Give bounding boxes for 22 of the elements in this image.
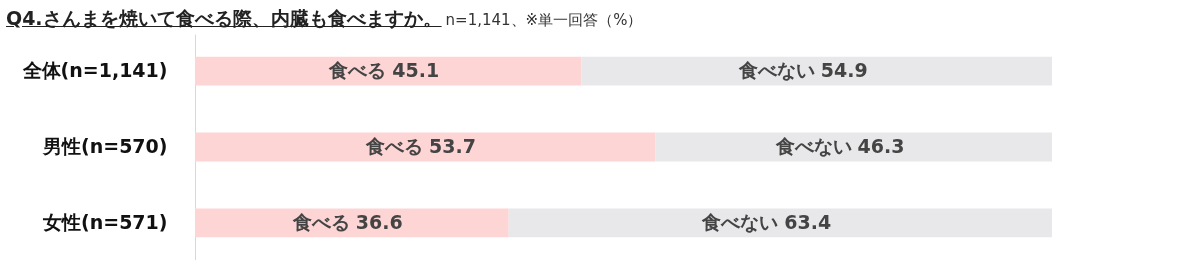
bar <box>581 56 1052 86</box>
text: 食べる <box>292 210 350 233</box>
data-label: 36.6 <box>355 210 403 233</box>
chart-title: Q4.さんまを焼いて食べる際、内臓も食べますか。 <box>6 7 442 29</box>
data-label: 53.7 <box>429 135 476 157</box>
y-tick-label: 女性(n=571) <box>42 210 168 233</box>
bar <box>195 208 509 238</box>
bar <box>195 56 582 86</box>
data-label: 45.1 <box>392 59 440 82</box>
y-tick-label: 男性(n=570) <box>42 135 168 157</box>
data-label: 46.3 <box>857 135 905 157</box>
bar <box>508 208 1052 238</box>
text: 食べない <box>702 210 779 233</box>
chart-subtitle: n=1,141、※単一回答（%） <box>445 11 643 29</box>
text: 食べる <box>366 135 424 157</box>
series-label: 食べる <box>328 59 387 82</box>
bar <box>195 132 656 162</box>
data-label: 54.9 <box>820 59 868 82</box>
text: 食べない <box>775 135 852 157</box>
y-tick-label: 全体(n=1,141) <box>21 59 168 82</box>
data-label: 63.4 <box>784 210 832 233</box>
series-label: 食べない <box>737 59 815 82</box>
